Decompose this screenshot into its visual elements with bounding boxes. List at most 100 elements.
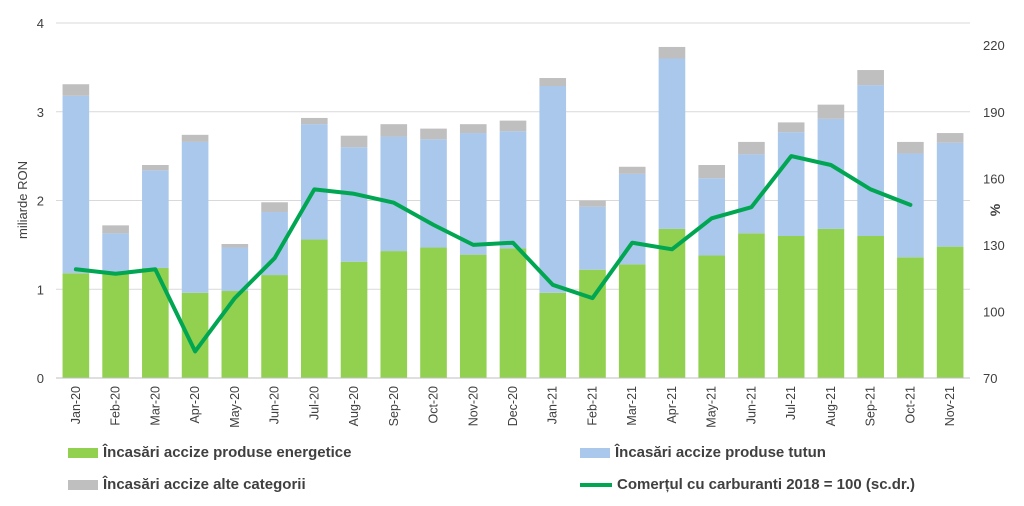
x-tick-label: Sep-20 bbox=[387, 386, 401, 426]
bar-segment bbox=[857, 85, 884, 236]
bar-segment bbox=[539, 78, 567, 87]
legend-item-carburanti: Comerțul cu carburanti 2018 = 100 (sc.dr… bbox=[580, 476, 915, 493]
legend-swatch bbox=[68, 479, 98, 490]
bar-segment bbox=[62, 84, 90, 96]
bar-segment bbox=[817, 228, 845, 378]
legend-swatch bbox=[580, 447, 610, 458]
bar-segment bbox=[62, 273, 90, 378]
y2-tick-label: 160 bbox=[983, 171, 1005, 186]
line-carburanti bbox=[73, 154, 913, 354]
x-tick-label: Aug-21 bbox=[824, 386, 838, 426]
y2-tick-label: 130 bbox=[983, 238, 1005, 253]
bar-segment bbox=[857, 70, 884, 86]
bar-segment bbox=[817, 118, 845, 229]
bar-segment bbox=[499, 120, 527, 132]
bar-segment bbox=[181, 134, 209, 142]
bar-segment bbox=[618, 264, 646, 378]
bar-segment bbox=[579, 200, 606, 207]
bar-segment bbox=[539, 292, 567, 378]
bar-segment bbox=[658, 228, 686, 378]
bar-segment bbox=[380, 251, 408, 378]
bar-segment bbox=[539, 86, 567, 293]
legend-label: Încasări accize alte categorii bbox=[103, 476, 306, 493]
y-axis-label: miliarde RON bbox=[15, 161, 30, 239]
bar-segment bbox=[618, 166, 646, 174]
x-tick-label: Nov-20 bbox=[466, 386, 480, 426]
bar-segment bbox=[459, 254, 487, 378]
bar-segment bbox=[777, 132, 805, 236]
x-tick-label: May-21 bbox=[705, 386, 719, 428]
bar-segment bbox=[221, 247, 249, 292]
x-tick-label: Nov-21 bbox=[943, 386, 957, 426]
bar-segment bbox=[380, 136, 408, 252]
legend-item-energetice: Încasări accize produse energetice bbox=[68, 444, 351, 461]
y-tick-label: 2 bbox=[37, 194, 44, 209]
y2-tick-label: 70 bbox=[983, 371, 997, 386]
x-tick-label: Jun-20 bbox=[268, 386, 282, 424]
y-tick-label: 4 bbox=[37, 16, 44, 31]
x-tick-label: Apr-21 bbox=[665, 386, 679, 424]
bar-segment bbox=[698, 255, 726, 378]
bar-segment bbox=[261, 275, 288, 378]
axes: 0 1 2 3 4 70 100 130 160 190 220 Jan-20 Feb-20 Mar-20… bbox=[37, 16, 1005, 428]
x-tick-label: Feb-20 bbox=[109, 386, 123, 426]
x-tick-label: Dec-20 bbox=[506, 386, 520, 426]
bars bbox=[62, 46, 964, 378]
y2-tick-label: 190 bbox=[983, 105, 1005, 120]
bar-segment bbox=[817, 104, 845, 119]
legend-item-alte: Încasări accize alte categorii bbox=[68, 476, 306, 493]
x-tick-label: Jul-21 bbox=[784, 386, 798, 420]
bar-segment bbox=[221, 291, 249, 378]
legend-label: Încasări accize produse energetice bbox=[103, 444, 352, 461]
bar-segment bbox=[181, 141, 209, 293]
bar-segment bbox=[420, 247, 447, 378]
bar-segment bbox=[777, 122, 805, 133]
x-tick-label: Oct-21 bbox=[903, 386, 917, 424]
bar-segment bbox=[142, 165, 169, 171]
legend-swatch bbox=[68, 447, 98, 458]
legend-line-swatch bbox=[580, 482, 612, 487]
x-tick-label: Jul-20 bbox=[307, 386, 321, 420]
bar-segment bbox=[300, 239, 328, 378]
x-tick-label: Mar-20 bbox=[148, 386, 162, 426]
bar-segment bbox=[857, 236, 884, 378]
legend-item-tutun: Încasări accize produse tutun bbox=[580, 444, 826, 461]
bar-segment bbox=[459, 124, 487, 134]
bar-segment bbox=[300, 117, 328, 125]
y-tick-label: 0 bbox=[37, 371, 44, 386]
x-tick-label: Sep-21 bbox=[864, 386, 878, 426]
x-tick-label: Aug-20 bbox=[347, 386, 361, 426]
bar-segment bbox=[936, 142, 964, 247]
legend-label: Încasări accize produse tutun bbox=[615, 444, 826, 461]
bar-segment bbox=[102, 225, 129, 234]
bar-segment bbox=[698, 165, 726, 179]
bar-segment bbox=[777, 236, 805, 378]
bar-segment bbox=[300, 124, 328, 240]
bar-segment bbox=[420, 128, 447, 140]
line-series bbox=[73, 154, 913, 354]
bar-segment bbox=[340, 135, 368, 148]
y2-tick-label: 100 bbox=[983, 304, 1005, 319]
bar-segment bbox=[340, 147, 368, 262]
x-tick-label: Mar-21 bbox=[625, 386, 639, 426]
x-tick-label: Jun-21 bbox=[744, 386, 758, 424]
x-tick-label: Apr-20 bbox=[188, 386, 202, 424]
bar-segment bbox=[499, 131, 527, 249]
bar-segment bbox=[658, 46, 686, 59]
bar-segment bbox=[459, 133, 487, 255]
bar-segment bbox=[142, 170, 169, 268]
bar-segment bbox=[618, 173, 646, 265]
bar-segment bbox=[738, 233, 765, 378]
x-tick-label: Oct-20 bbox=[427, 386, 441, 424]
y2-axis-label: % bbox=[987, 203, 1003, 216]
x-tick-label: Jan-21 bbox=[546, 386, 560, 424]
legend-label: Comerțul cu carburanti 2018 = 100 (sc.dr… bbox=[617, 476, 916, 493]
y-tick-label: 1 bbox=[37, 282, 44, 297]
bar-segment bbox=[936, 133, 964, 143]
bar-segment bbox=[380, 124, 408, 137]
x-tick-label: Jan-20 bbox=[69, 386, 83, 424]
bar-segment bbox=[738, 141, 765, 155]
x-tick-label: May-20 bbox=[228, 386, 242, 428]
bar-segment bbox=[340, 261, 368, 378]
